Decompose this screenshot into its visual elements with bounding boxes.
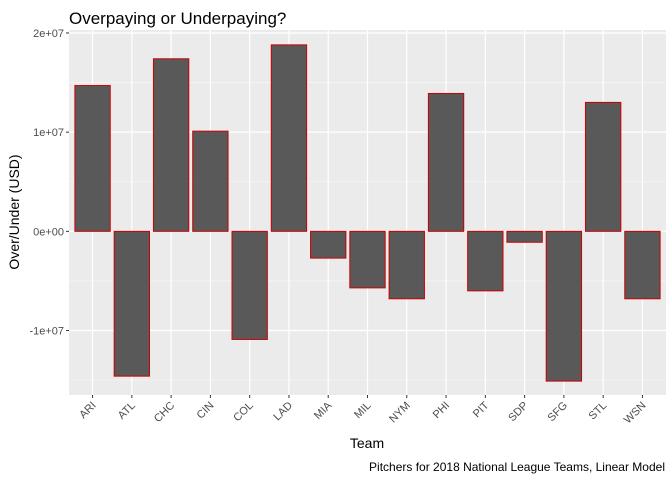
bar-nym <box>388 230 425 300</box>
x-tick-label: NYM <box>387 400 413 426</box>
bar-col <box>231 230 268 340</box>
chart-caption: Pitchers for 2018 National League Teams,… <box>369 460 665 474</box>
x-tick-label: WSN <box>622 400 649 427</box>
x-tick-label: COL <box>231 400 255 424</box>
bar-lad <box>270 44 308 232</box>
x-tick-label: PHI <box>431 400 452 421</box>
x-tick-label: PIT <box>471 399 492 420</box>
bar-sfg <box>545 230 583 382</box>
y-axis-title: Over/Under (USD) <box>6 154 22 269</box>
bar-ari <box>74 85 111 232</box>
y-tick-label: 1e+07 <box>33 127 64 139</box>
x-tick-label: ATL <box>116 400 138 422</box>
bar-cin <box>192 130 229 232</box>
bar-chc <box>152 58 190 232</box>
x-axis: ARI ATL CHC CIN COL LAD MIA MIL NYM PHI PIT SDP SFG S… <box>77 395 649 427</box>
y-tick-label: 2e+07 <box>33 28 64 40</box>
x-tick-label: MIA <box>312 399 335 422</box>
x-axis-title: Team <box>350 435 384 451</box>
y-axis: -1e+07 0e+00 1e+07 2e+07 <box>29 28 69 338</box>
bar-stl <box>584 101 622 232</box>
bars <box>74 44 661 382</box>
bar-wsn <box>624 230 661 300</box>
x-tick-label: MIL <box>352 400 373 421</box>
y-tick-label: -1e+07 <box>29 326 64 338</box>
x-tick-label: CIN <box>195 400 217 422</box>
bar-phi <box>427 92 465 232</box>
bar-pit <box>467 230 504 292</box>
x-tick-label: ARI <box>77 400 98 421</box>
x-tick-label: SDP <box>506 400 530 424</box>
chart-title: Overpaying or Underpaying? <box>69 9 286 28</box>
x-tick-label: CHC <box>152 400 177 425</box>
x-tick-label: STL <box>587 400 610 423</box>
bar-sdp <box>506 230 543 243</box>
bar-mia <box>310 230 347 259</box>
bar-mil <box>349 230 386 289</box>
x-tick-label: LAD <box>271 400 295 424</box>
bar-atl <box>113 230 151 377</box>
x-tick-label: SFG <box>546 400 570 424</box>
y-tick-label: 0e+00 <box>33 226 64 238</box>
